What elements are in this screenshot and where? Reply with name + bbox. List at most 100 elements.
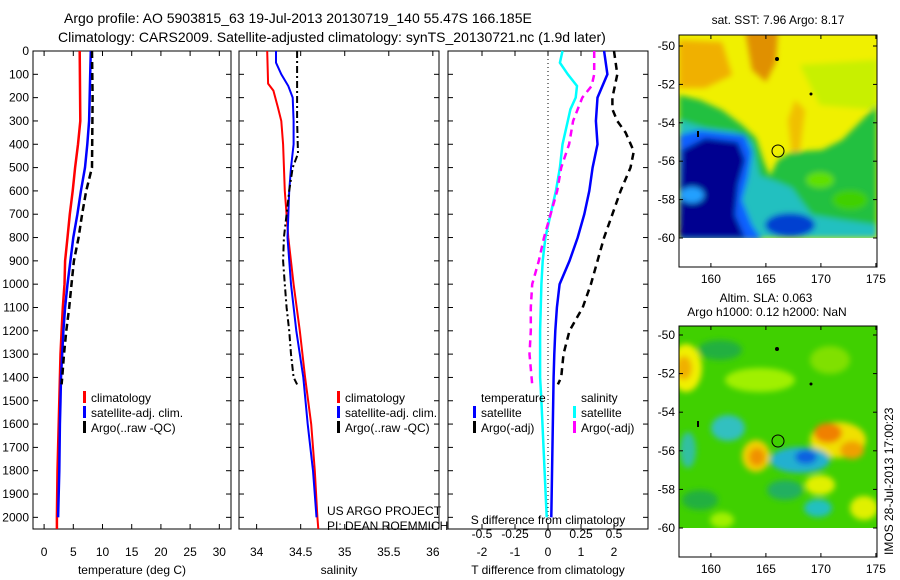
profile-panel-1: 34 34.5 35 35.5 36 salinity bbox=[238, 50, 440, 577]
legend-swatch-s-satellite bbox=[573, 406, 576, 418]
map-frame bbox=[678, 325, 878, 558]
x-tick-label: 34 bbox=[250, 545, 264, 559]
lat-tick-label: -52 bbox=[658, 367, 676, 381]
sst-axes: 160 165 170 175 -50 -52 -54 -56 -58 -60 bbox=[658, 34, 886, 286]
y-tick-label: 400 bbox=[9, 137, 29, 151]
x-tick-label: 35 bbox=[338, 545, 352, 559]
lat-tick-label: -54 bbox=[658, 405, 676, 419]
sst-field bbox=[679, 35, 877, 238]
y-tick-label: 1800 bbox=[2, 464, 29, 478]
sla-field bbox=[679, 326, 877, 528]
island-marker bbox=[775, 347, 779, 351]
profile-location-marker bbox=[771, 144, 785, 158]
legend-label: Argo(..raw -QC) bbox=[345, 421, 430, 435]
island-marker bbox=[697, 421, 699, 427]
legend-title-temperature: temperature bbox=[481, 391, 546, 405]
y-tick-label: 300 bbox=[9, 114, 29, 128]
y-tick-label: 1100 bbox=[3, 300, 29, 314]
legend-label: climatology bbox=[345, 391, 405, 405]
series-line-satellite-adj-clim- bbox=[56, 50, 93, 518]
sla-map: Altim. SLA: 0.063 Argo h1000: 0.12 h2000… bbox=[658, 291, 887, 576]
x-tick-label: 0 bbox=[545, 545, 552, 559]
series-line-t-satellite bbox=[550, 50, 609, 518]
x-axis-label: T difference from climatology bbox=[471, 563, 625, 577]
x-tick-label: 30 bbox=[213, 545, 227, 559]
y-tick-label: 1900 bbox=[2, 487, 29, 501]
y-tick-label: 800 bbox=[9, 231, 29, 245]
y-tick-label: 0 bbox=[22, 44, 29, 58]
lat-tick-label: -60 bbox=[658, 521, 676, 535]
y-tick-label: 1700 bbox=[2, 440, 29, 454]
lon-tick-label: 175 bbox=[866, 562, 886, 576]
lat-tick-label: -56 bbox=[658, 444, 676, 458]
series-line-s-satellite bbox=[538, 50, 579, 518]
x-tick-label: 35.5 bbox=[377, 545, 401, 559]
y-tick-label: 700 bbox=[9, 207, 29, 221]
x-tick-label: 1 bbox=[578, 545, 585, 559]
island-marker bbox=[809, 92, 813, 96]
island-marker bbox=[775, 57, 779, 61]
y-tick-label: 200 bbox=[9, 91, 29, 105]
series-line-s-argo-adj- bbox=[528, 51, 596, 385]
legend-swatch-climatology bbox=[337, 391, 340, 403]
island-marker bbox=[697, 131, 699, 137]
x-tick-label: 34.5 bbox=[289, 545, 313, 559]
profile-panel-0: 0 5 10 15 20 25 300100200300400500600700800900… bbox=[2, 44, 232, 577]
figure-title-line1: Argo profile: AO 5903815_63 19-Jul-2013 … bbox=[64, 10, 532, 26]
legend-swatch-s-argo bbox=[573, 421, 576, 433]
sla-map-title-line1: Altim. SLA: 0.063 bbox=[720, 291, 813, 305]
series-line-argo-raw-qc- bbox=[60, 50, 94, 385]
lat-tick-label: -58 bbox=[658, 482, 676, 496]
lon-tick-label: 170 bbox=[811, 562, 831, 576]
lon-tick-label: 160 bbox=[701, 562, 721, 576]
lon-tick-label: 175 bbox=[866, 272, 886, 286]
s-tick-label: -0.25 bbox=[501, 527, 529, 541]
legend-label: satellite-adj. clim. bbox=[91, 406, 183, 420]
lat-tick-label: -54 bbox=[658, 116, 676, 130]
y-tick-label: 1400 bbox=[2, 370, 29, 384]
y-tick-label: 600 bbox=[9, 184, 29, 198]
x-axis-label: salinity bbox=[321, 563, 358, 577]
legend-swatch-argo bbox=[83, 421, 86, 433]
figure-title-line2: Climatology: CARS2009. Satellite-adjuste… bbox=[58, 29, 606, 45]
y-tick-label: 1500 bbox=[2, 394, 29, 408]
map-frame bbox=[678, 34, 878, 268]
s-tick-label: 0.5 bbox=[606, 527, 623, 541]
y-tick-label: 900 bbox=[9, 254, 29, 268]
temperature-legend: climatology satellite-adj. clim. Argo(..… bbox=[83, 391, 183, 435]
sst-map: sat. SST: 7.96 Argo: 8.17 160 165 170 175 -5… bbox=[658, 13, 887, 286]
lat-tick-label: -60 bbox=[658, 231, 676, 245]
s-tick-label: 0.25 bbox=[569, 527, 593, 541]
legend-label: Argo(-adj) bbox=[581, 421, 634, 435]
lat-tick-label: -56 bbox=[658, 154, 676, 168]
axes-frame bbox=[32, 50, 232, 530]
x-tick-label: 0 bbox=[41, 545, 48, 559]
island-marker bbox=[809, 382, 813, 386]
legend-swatch-t-argo bbox=[473, 421, 476, 433]
legend-swatch-argo bbox=[337, 421, 340, 433]
axes-frame bbox=[238, 50, 440, 530]
y-tick-label: 1300 bbox=[2, 347, 29, 361]
x-tick-label: 20 bbox=[154, 545, 168, 559]
x-tick-label: 5 bbox=[70, 545, 77, 559]
lon-tick-label: 160 bbox=[701, 272, 721, 286]
lat-tick-label: -50 bbox=[658, 39, 676, 53]
profile-location-marker bbox=[771, 434, 785, 448]
sla-axes: 160 165 170 175 -50 -52 -54 -56 -58 -60 bbox=[658, 325, 886, 576]
lon-tick-label: 165 bbox=[756, 562, 776, 576]
legend-swatch-climatology bbox=[83, 391, 86, 403]
legend-label: satellite bbox=[481, 406, 522, 420]
x-tick-label: 15 bbox=[125, 545, 139, 559]
profile-panel-2: -2 -1 0 1 2 T difference from climatology -0.5… bbox=[447, 50, 649, 577]
lon-tick-label: 165 bbox=[756, 272, 776, 286]
series-line-argo-raw-qc- bbox=[282, 51, 300, 385]
lon-tick-label: 170 bbox=[811, 272, 831, 286]
sla-map-title-line2: Argo h1000: 0.12 h2000: NaN bbox=[687, 305, 846, 319]
s-tick-label: 0 bbox=[545, 527, 552, 541]
series-line-climatology bbox=[55, 50, 82, 529]
lat-tick-label: -50 bbox=[658, 328, 676, 342]
y-tick-label: 1600 bbox=[2, 417, 29, 431]
x-axis-label: temperature (deg C) bbox=[78, 563, 186, 577]
legend-label: satellite bbox=[581, 406, 622, 420]
y-tick-label: 1200 bbox=[2, 324, 29, 338]
